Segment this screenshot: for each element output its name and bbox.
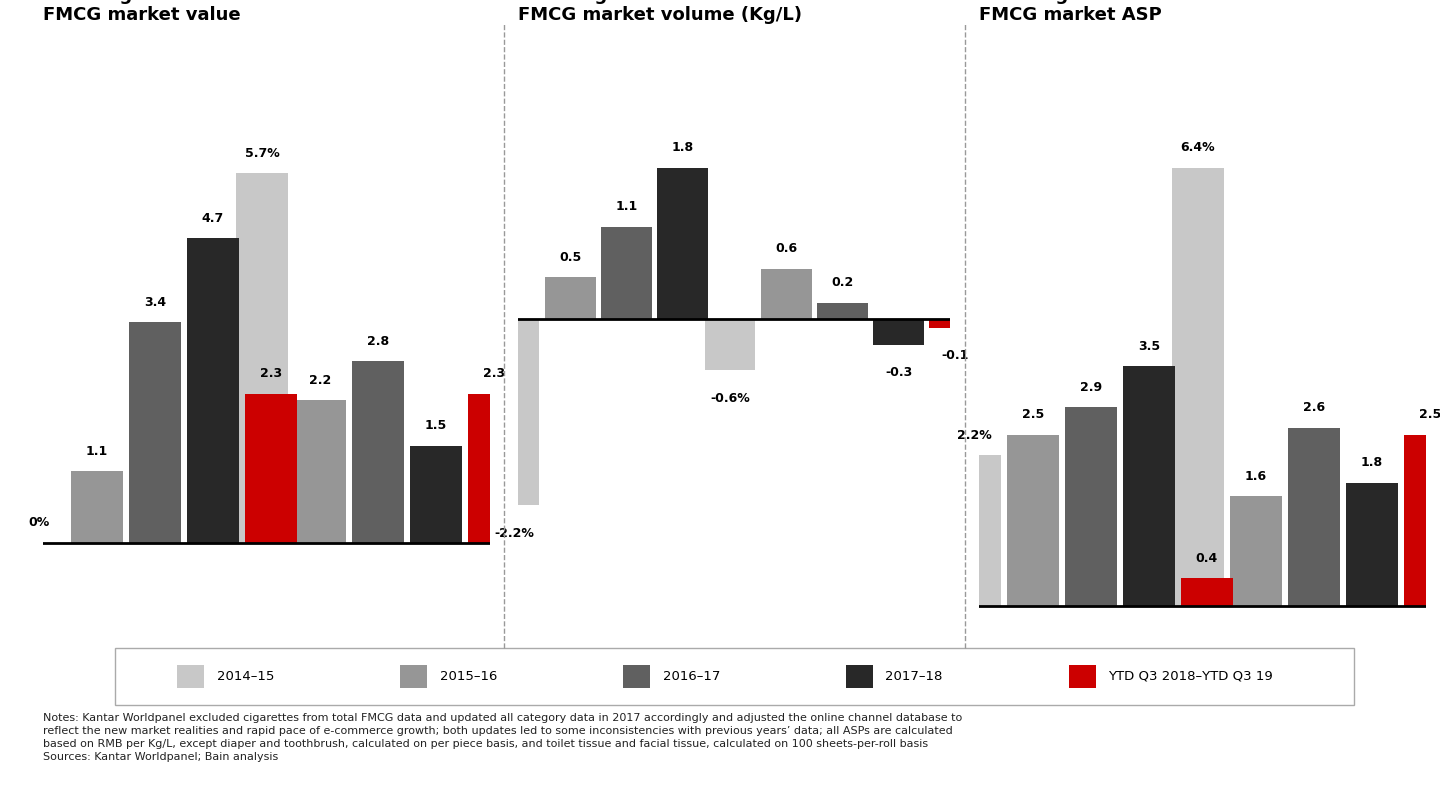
Text: 2014–15: 2014–15	[217, 670, 274, 683]
Text: 1.5: 1.5	[425, 419, 448, 432]
Bar	[400, 665, 428, 688]
Text: 2.3: 2.3	[482, 367, 505, 380]
Text: 1.6: 1.6	[1246, 470, 1267, 483]
Text: -2.2%: -2.2%	[494, 526, 534, 539]
Bar	[71, 471, 122, 543]
Text: 2.6: 2.6	[1303, 401, 1325, 415]
Bar	[468, 394, 520, 543]
Bar	[1064, 407, 1117, 606]
Text: Annual growth of urban
FMCG market ASP: Annual growth of urban FMCG market ASP	[979, 0, 1220, 24]
Text: 0%: 0%	[29, 516, 49, 529]
Text: -0.1: -0.1	[940, 349, 969, 362]
Text: Notes: Kantar Worldpanel excluded cigarettes from total FMCG data and updated al: Notes: Kantar Worldpanel excluded cigare…	[43, 713, 962, 762]
Text: 2015–16: 2015–16	[439, 670, 497, 683]
Text: 0.2: 0.2	[831, 276, 854, 289]
Text: 6.4%: 6.4%	[1181, 142, 1215, 155]
Bar	[1230, 497, 1282, 606]
Text: Annual growth of urban
FMCG market value: Annual growth of urban FMCG market value	[43, 0, 284, 24]
Bar	[1123, 366, 1175, 606]
Bar	[845, 665, 873, 688]
Bar	[1404, 435, 1440, 606]
Bar	[128, 322, 181, 543]
Text: 5.7%: 5.7%	[245, 147, 279, 160]
Text: 2016–17: 2016–17	[662, 670, 720, 683]
Text: 2.2: 2.2	[308, 373, 331, 386]
Bar	[187, 238, 239, 543]
Text: 0.4: 0.4	[1195, 552, 1218, 565]
Bar	[624, 665, 651, 688]
Bar	[929, 319, 981, 328]
Text: 3.4: 3.4	[144, 296, 166, 309]
Text: 2.2%: 2.2%	[958, 428, 992, 441]
Bar	[1068, 665, 1096, 688]
Text: 2.3: 2.3	[259, 367, 282, 380]
Text: -0.6%: -0.6%	[710, 391, 750, 404]
Text: 0.6: 0.6	[775, 242, 798, 255]
Bar	[949, 455, 1001, 606]
Text: -0.3: -0.3	[886, 366, 912, 379]
Bar	[177, 665, 204, 688]
Text: 2.5: 2.5	[1418, 408, 1440, 421]
Bar	[294, 400, 346, 543]
Bar	[245, 394, 297, 543]
Text: 2.5: 2.5	[1021, 408, 1044, 421]
Bar	[873, 319, 924, 345]
Text: 0.5: 0.5	[559, 251, 582, 264]
Bar	[816, 303, 868, 319]
Bar	[600, 227, 652, 319]
Bar	[657, 168, 708, 319]
Text: 1.8: 1.8	[671, 141, 694, 154]
Text: 2.9: 2.9	[1080, 381, 1102, 394]
Bar	[704, 319, 756, 370]
Bar	[544, 277, 596, 319]
Bar	[760, 269, 812, 319]
Text: YTD Q3 2018–YTD Q3 19: YTD Q3 2018–YTD Q3 19	[1109, 670, 1273, 683]
Bar	[1287, 428, 1341, 606]
Bar	[488, 319, 540, 505]
Text: 3.5: 3.5	[1138, 339, 1159, 353]
Text: Annual growth of urban
FMCG market volume (Kg/L): Annual growth of urban FMCG market volum…	[518, 0, 802, 24]
Bar	[1346, 483, 1398, 606]
Bar	[351, 361, 405, 543]
Bar	[410, 446, 462, 543]
Text: 1.8: 1.8	[1361, 456, 1382, 469]
Bar	[1007, 435, 1058, 606]
Bar	[1172, 168, 1224, 606]
Text: 2.8: 2.8	[367, 335, 389, 347]
Text: 4.7: 4.7	[202, 211, 225, 224]
Text: 2017–18: 2017–18	[886, 670, 943, 683]
Text: 1.1: 1.1	[85, 445, 108, 458]
Bar	[1181, 578, 1233, 606]
Text: 1.1: 1.1	[615, 200, 638, 213]
Bar	[236, 173, 288, 543]
